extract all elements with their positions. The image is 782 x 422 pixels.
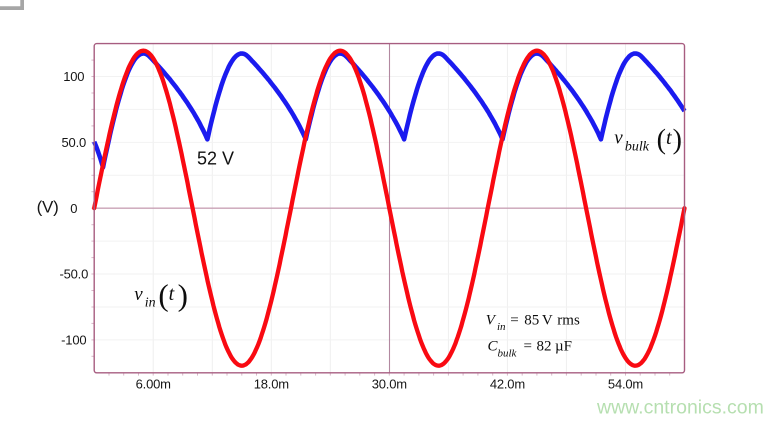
svg-text:t: t [666, 127, 672, 149]
svg-text:85: 85 [524, 313, 539, 329]
svg-text:82: 82 [537, 339, 552, 355]
svg-text:bulk: bulk [498, 347, 518, 359]
svg-text:): ) [178, 277, 188, 312]
svg-text:µF: µF [555, 339, 572, 355]
svg-text:=: = [524, 339, 532, 355]
svg-text:54.0m: 54.0m [608, 377, 643, 392]
svg-text:6.00m: 6.00m [136, 377, 171, 392]
svg-text:=: = [510, 313, 518, 329]
svg-text:www.cntronics.com: www.cntronics.com [596, 397, 764, 419]
svg-text:(V): (V) [37, 198, 59, 217]
svg-text:(: ( [657, 125, 666, 156]
svg-text:50.0: 50.0 [62, 135, 87, 150]
svg-text:30.0m: 30.0m [372, 377, 407, 392]
svg-text:V: V [542, 313, 553, 329]
svg-text:52 V: 52 V [197, 149, 234, 169]
svg-text:100: 100 [63, 69, 84, 84]
svg-text:18.0m: 18.0m [254, 377, 289, 392]
svg-text:42.0m: 42.0m [490, 377, 525, 392]
svg-text:(: ( [158, 277, 168, 312]
svg-text:in: in [497, 321, 506, 333]
svg-text:0: 0 [70, 201, 77, 216]
svg-text:bulk: bulk [625, 140, 650, 155]
svg-text:): ) [673, 125, 682, 156]
svg-text:v: v [134, 284, 143, 305]
svg-text:V: V [486, 313, 497, 329]
svg-text:v: v [614, 128, 623, 149]
svg-text:-50.0: -50.0 [59, 267, 88, 282]
svg-text:-100: -100 [61, 333, 86, 348]
svg-text:in: in [145, 296, 156, 311]
svg-text:t: t [169, 283, 175, 305]
svg-text:rms: rms [557, 313, 580, 329]
svg-text:C: C [488, 339, 499, 355]
